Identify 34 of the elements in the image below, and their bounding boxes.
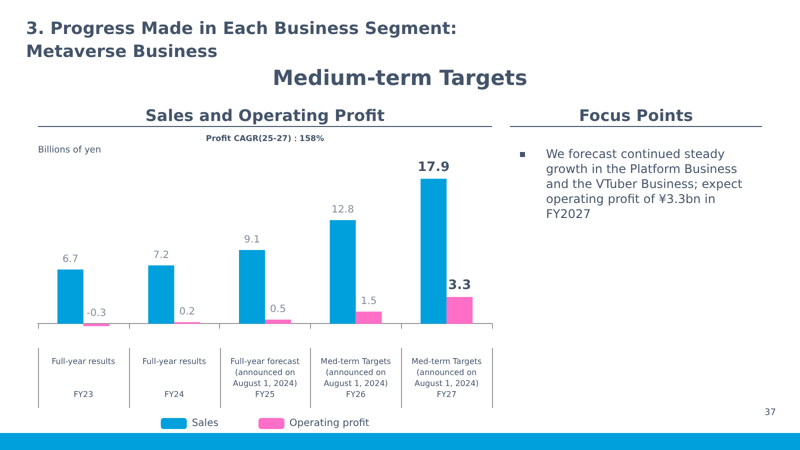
text: 37: [764, 408, 776, 418]
bar: [330, 220, 356, 324]
x-tick-label: Med-term Targets (announced on August 1, 2024) FY26: [320, 357, 391, 399]
data-label: 0.2: [179, 306, 196, 318]
bar: [356, 312, 382, 324]
bar: [83, 324, 110, 326]
data-label: 3.3: [448, 278, 472, 293]
data-label: 9.1: [244, 234, 260, 246]
data-label: -0.3: [86, 308, 106, 320]
bar: [239, 250, 265, 324]
category-label: Full-year results FY23: [52, 357, 116, 399]
x-tick-label: Full-year forecast (announced on August 1, 2024) FY25: [230, 357, 300, 399]
legend-label: Operating profit: [289, 418, 370, 429]
category-label: Full-year results FY24: [142, 357, 206, 399]
chart-title: Sales and Operating Profit: [38, 106, 492, 127]
bar: [265, 320, 291, 324]
text: Focus Points: [510, 106, 762, 127]
data-label: 12.8: [332, 204, 354, 216]
bar: [148, 265, 174, 324]
data-label: 7.2: [153, 250, 170, 261]
bar: [420, 178, 447, 324]
bar: [57, 269, 84, 324]
bar: [446, 297, 473, 324]
legend-label: Sales: [192, 418, 218, 429]
x-tick-label: Med-term Targets (announced on August 1, 2024) FY27: [411, 357, 482, 399]
text: Profit CAGR(25-27)：158%: [204, 133, 326, 144]
data-label: 17.9: [418, 160, 450, 175]
text: Medium-term Targets: [272, 66, 528, 90]
data-label: 6.7: [62, 254, 78, 265]
text: We forecast continued steady growth in the Platform Business and the VTuber Business; expect operating profit of ¥3.3bn in FY2027: [546, 147, 744, 222]
data-label: 1.5: [360, 296, 377, 308]
y-axis-title: Billions of yen: [38, 146, 102, 156]
text: 3. Progress Made in Each Business Segment: Metaverse Business: [26, 18, 458, 64]
data-label: 0.5: [270, 304, 286, 316]
